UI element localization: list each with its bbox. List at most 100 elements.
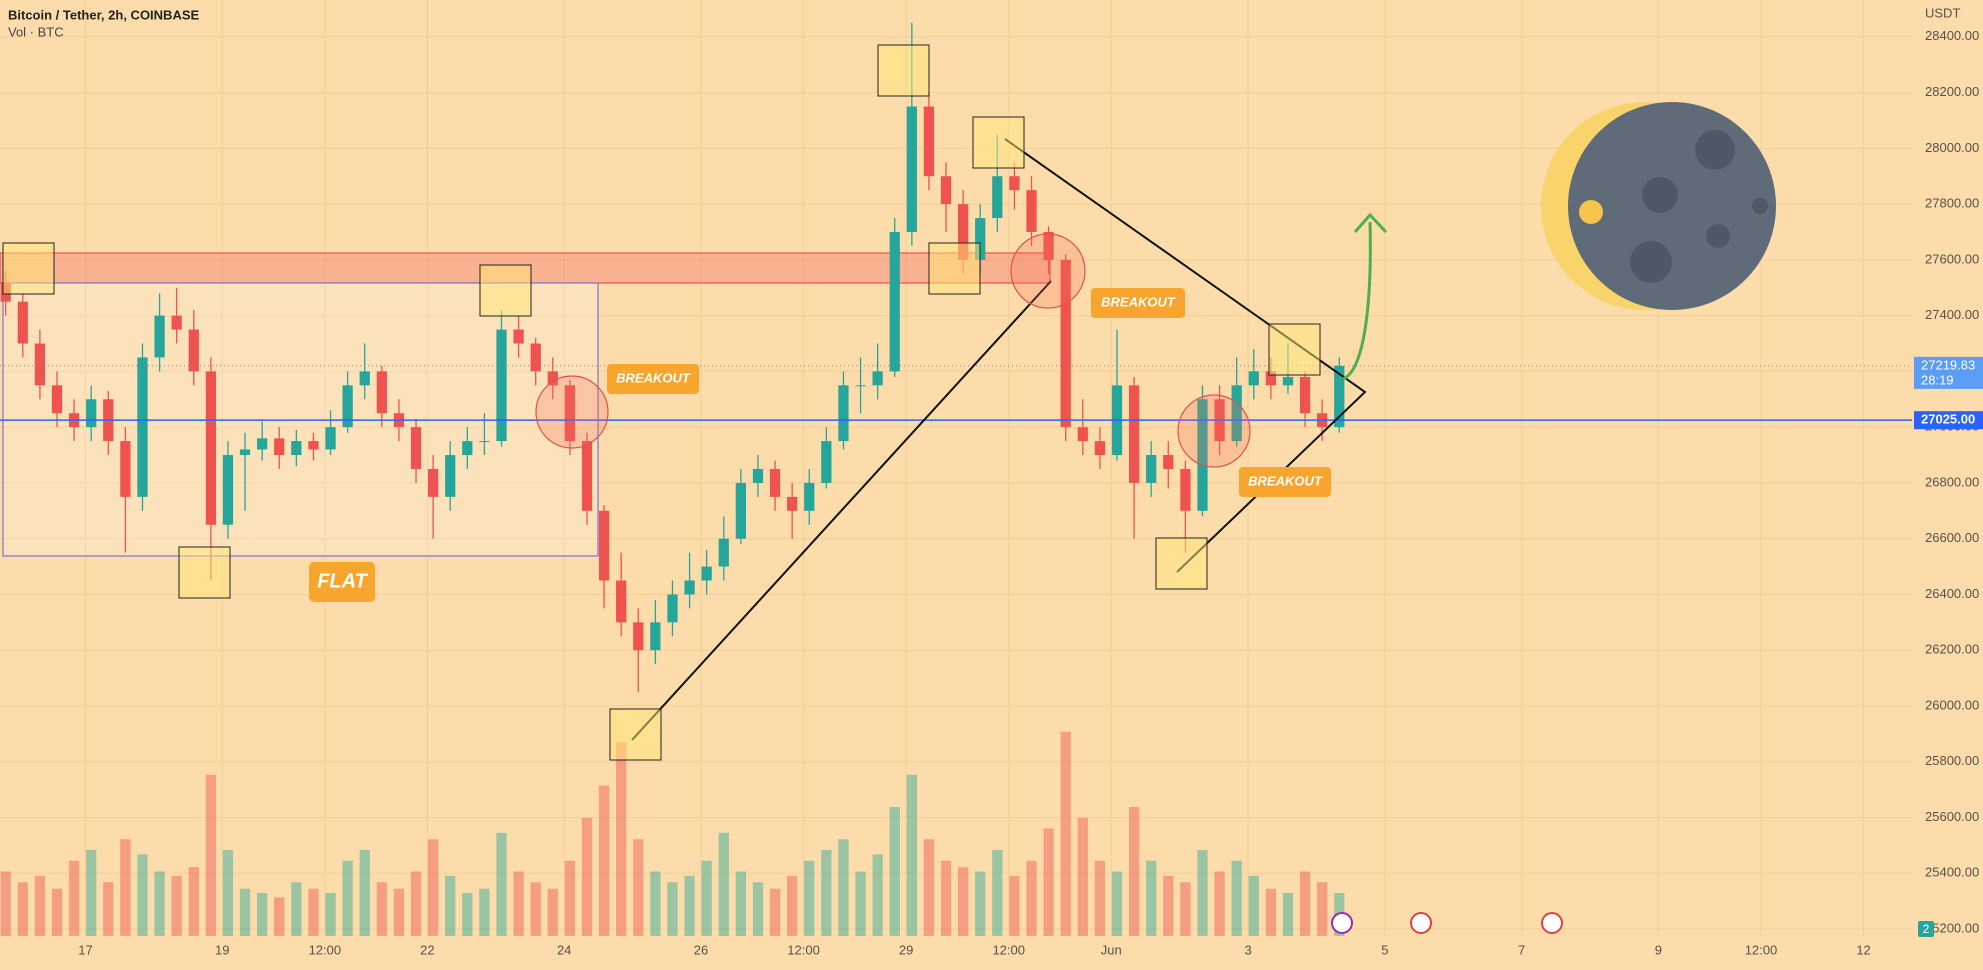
- volume-bar: [496, 832, 507, 936]
- candle-body: [154, 315, 165, 358]
- crater: [1706, 224, 1730, 248]
- volume-bar: [0, 871, 11, 936]
- volume-bar: [1180, 882, 1191, 936]
- candle-body: [855, 385, 866, 387]
- volume-bar: [581, 817, 593, 936]
- volume-bar: [975, 871, 986, 936]
- y-tick-label: 28400.00: [1925, 28, 1979, 43]
- level-tag: [1914, 411, 1983, 430]
- boxes: [2, 44, 1321, 761]
- volume-bar: [479, 888, 490, 936]
- candle-body: [1026, 190, 1037, 232]
- candle-body: [257, 438, 268, 450]
- volume-bar: [1231, 860, 1242, 936]
- volume-bar: [1128, 807, 1140, 936]
- y-tick-label: 28200.00: [1925, 84, 1979, 99]
- box: [609, 708, 662, 761]
- candle-body: [633, 622, 644, 651]
- candle-body: [547, 371, 558, 386]
- volume-bar: [410, 871, 422, 936]
- volume-bar: [804, 860, 815, 936]
- volume-bar: [325, 893, 336, 936]
- event-icon[interactable]: [1541, 912, 1563, 934]
- y-tick-label: 28000.00: [1925, 140, 1979, 155]
- volume-bar: [1094, 860, 1106, 936]
- volume-bar: [1214, 871, 1225, 936]
- event-icon[interactable]: [1410, 912, 1432, 934]
- candle-body: [581, 441, 593, 511]
- candle-body: [86, 399, 97, 428]
- volume-bar: [906, 774, 917, 936]
- x-tick-label: 5: [1381, 942, 1388, 957]
- x-tick-label: 7: [1518, 942, 1525, 957]
- volume-bar: [1282, 893, 1294, 936]
- candle-body: [376, 371, 387, 414]
- breakout-label: BREAKOUT: [1248, 473, 1323, 488]
- volume-bar: [598, 785, 610, 936]
- volume-bar: [530, 882, 541, 936]
- candle-body: [769, 468, 781, 497]
- volume-bar: [68, 860, 80, 936]
- candle-body: [650, 622, 661, 651]
- candle-body: [1094, 441, 1106, 456]
- x-tick-label: Jun: [1101, 942, 1122, 957]
- triangle: [1004, 138, 1367, 573]
- candle-body: [787, 496, 798, 511]
- x-tick-label: 12:00: [787, 942, 820, 957]
- candle-body: [120, 441, 131, 497]
- arrow: [1342, 221, 1372, 381]
- volume-bar: [1299, 871, 1311, 936]
- volume-bar: [205, 774, 216, 936]
- candle-body: [735, 482, 746, 539]
- y-tick-label: 27800.00: [1925, 196, 1979, 211]
- crater: [1630, 241, 1672, 283]
- y-tick-label: 25400.00: [1925, 865, 1979, 880]
- volume-bar: [838, 839, 849, 936]
- price-axis: [1912, 0, 1983, 965]
- candle-body: [34, 343, 46, 386]
- event-icon[interactable]: [1331, 912, 1353, 934]
- volume-bar: [718, 832, 729, 936]
- volume-pane: [0, 731, 1345, 936]
- volume-bar: [445, 875, 456, 936]
- candle-body: [872, 371, 883, 386]
- candles: [0, 22, 1345, 693]
- volume-bar: [51, 888, 63, 936]
- candle-body: [1128, 385, 1140, 483]
- box: [1155, 537, 1208, 590]
- candle-body: [205, 371, 216, 525]
- volume-bar: [257, 893, 268, 936]
- time-axis: [0, 936, 1912, 965]
- volume-bar: [291, 882, 302, 936]
- candle-body: [1231, 385, 1242, 442]
- x-tick-label: 19: [215, 942, 229, 957]
- candle-body: [1282, 376, 1294, 386]
- volume-bar: [1248, 875, 1259, 936]
- x-tick-label: 12:00: [309, 942, 342, 957]
- volume-bar: [1026, 860, 1037, 936]
- candle-body: [479, 441, 490, 443]
- candle-body: [1299, 376, 1311, 414]
- volume-bar: [650, 871, 661, 936]
- volume-bar: [1317, 882, 1328, 936]
- circle: [535, 375, 609, 449]
- volume-bar: [103, 882, 114, 936]
- badge: [1918, 921, 1934, 937]
- candle-body: [752, 468, 764, 483]
- box: [972, 116, 1025, 169]
- volume-bar: [120, 839, 131, 936]
- arrow-head: [1353, 212, 1388, 234]
- x-tick-label: 26: [694, 942, 708, 957]
- volume-bar: [701, 860, 712, 936]
- volume-bar: [547, 888, 558, 936]
- trend-lines: [631, 138, 1367, 741]
- volume-bar: [274, 897, 285, 936]
- candle-body: [838, 385, 849, 442]
- volume-bar: [564, 860, 576, 936]
- crater: [1642, 177, 1678, 213]
- volume-bar: [752, 882, 764, 936]
- volume-bar: [872, 854, 883, 936]
- axis-labels: 25200.00 25400.00 25600.00 25800.00 26000.00…: [78, 28, 1983, 957]
- candle-body: [1146, 455, 1157, 483]
